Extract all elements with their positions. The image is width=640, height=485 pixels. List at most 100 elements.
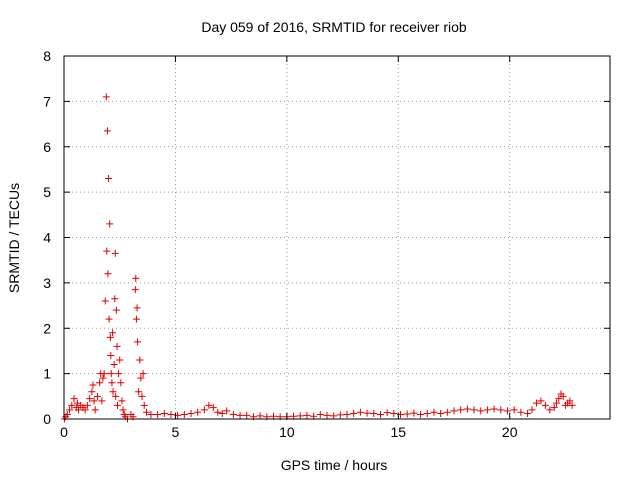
data-point xyxy=(132,315,140,323)
data-point xyxy=(510,406,518,414)
data-point xyxy=(88,388,96,396)
data-point xyxy=(89,381,97,389)
grid-layer xyxy=(64,56,610,419)
data-point xyxy=(200,406,208,414)
data-point xyxy=(112,306,120,314)
data-point xyxy=(376,410,384,418)
data-point xyxy=(443,408,451,416)
data-point xyxy=(100,370,108,378)
y-tick-label: 2 xyxy=(43,320,51,336)
data-point xyxy=(463,405,471,413)
data-point xyxy=(98,397,106,405)
data-point xyxy=(105,175,113,183)
data-point xyxy=(91,406,99,414)
data-point xyxy=(410,409,418,417)
data-point xyxy=(503,407,511,415)
data-point xyxy=(139,370,147,378)
data-point xyxy=(103,127,111,135)
x-axis-label: GPS time / hours xyxy=(281,457,388,473)
y-tick-label: 0 xyxy=(43,411,51,427)
data-point xyxy=(437,410,445,418)
data-point xyxy=(154,410,162,418)
data-point xyxy=(133,304,141,312)
y-tick-label: 4 xyxy=(43,230,51,246)
data-point xyxy=(140,401,148,409)
data-point xyxy=(256,412,264,420)
data-point xyxy=(86,395,94,403)
data-point xyxy=(136,356,144,364)
data-point xyxy=(187,410,195,418)
y-tick-label: 7 xyxy=(43,93,51,109)
data-point xyxy=(223,407,231,415)
data-point xyxy=(137,374,145,382)
data-point xyxy=(113,401,121,409)
data-point xyxy=(108,379,116,387)
data-point xyxy=(316,410,324,418)
data-point xyxy=(70,395,78,403)
data-point xyxy=(457,406,465,414)
data-point xyxy=(363,409,371,417)
data-point xyxy=(450,407,458,415)
data-point xyxy=(303,411,311,419)
data-point xyxy=(102,93,110,101)
data-point xyxy=(470,406,478,414)
data-point xyxy=(243,411,251,419)
data-point xyxy=(229,410,237,418)
data-point xyxy=(423,410,431,418)
data-point xyxy=(132,274,140,282)
data-point xyxy=(330,412,338,420)
data-point xyxy=(568,401,576,409)
data-point xyxy=(93,392,101,400)
data-point xyxy=(107,370,115,378)
data-point xyxy=(541,401,549,409)
x-tick-label: 0 xyxy=(60,424,68,440)
data-point xyxy=(112,392,120,400)
data-point xyxy=(113,342,121,350)
data-point xyxy=(477,407,485,415)
data-point xyxy=(138,392,146,400)
data-point xyxy=(135,388,143,396)
data-point xyxy=(209,404,217,412)
data-point xyxy=(101,297,109,305)
data-point xyxy=(343,410,351,418)
points-layer xyxy=(60,93,576,423)
data-point xyxy=(517,408,525,416)
data-point xyxy=(74,406,82,414)
data-point xyxy=(350,410,358,418)
data-point xyxy=(383,409,391,417)
data-point xyxy=(370,410,378,418)
data-point xyxy=(68,401,76,409)
data-point xyxy=(483,406,491,414)
y-tick-label: 3 xyxy=(43,275,51,291)
data-point xyxy=(356,408,364,416)
data-point xyxy=(532,399,540,407)
data-point xyxy=(214,408,222,416)
data-point xyxy=(417,410,425,418)
chart-title: Day 059 of 2016, SRMTID for receiver rio… xyxy=(201,19,467,35)
data-point xyxy=(236,411,244,419)
data-point xyxy=(497,406,505,414)
x-tick-label: 20 xyxy=(502,424,518,440)
data-point xyxy=(160,410,168,418)
data-point xyxy=(134,338,142,346)
data-point xyxy=(537,397,545,405)
data-point xyxy=(66,406,74,414)
data-point xyxy=(115,370,123,378)
data-point xyxy=(559,392,567,400)
data-point xyxy=(109,329,117,337)
tick-layer: 0 5 10 15 20 0 1 2 3 4 5 6 7 8 xyxy=(43,48,610,440)
data-point xyxy=(103,247,111,255)
data-point xyxy=(180,410,188,418)
data-point xyxy=(524,410,532,418)
data-point xyxy=(110,361,118,369)
data-point xyxy=(104,270,112,278)
data-point xyxy=(194,408,202,416)
data-point xyxy=(109,388,117,396)
data-point xyxy=(111,249,119,257)
y-axis-label: SRMTID / TECUs xyxy=(6,183,22,293)
data-point xyxy=(528,406,536,414)
data-point xyxy=(566,397,574,405)
data-point xyxy=(296,412,304,420)
